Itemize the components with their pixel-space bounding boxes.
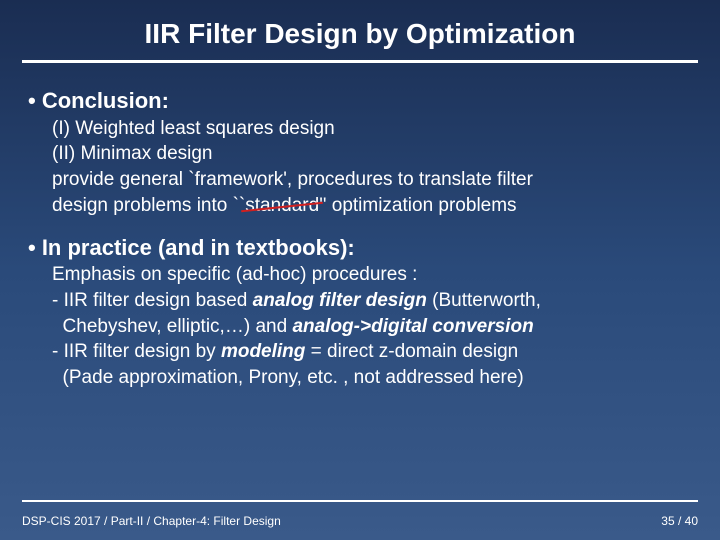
footer: DSP-CIS 2017 / Part-II / Chapter-4: Filt… bbox=[22, 514, 698, 528]
practice-4c: = direct z-domain design bbox=[305, 341, 518, 362]
footer-rule bbox=[22, 500, 698, 502]
practice-line-5: (Pade approximation, Prony, etc. , not a… bbox=[52, 366, 692, 390]
conclusion-heading: • Conclusion: bbox=[28, 87, 692, 115]
conclusion-line-2: (II) Minimax design bbox=[52, 142, 692, 166]
practice-heading: • In practice (and in textbooks): bbox=[28, 234, 692, 262]
strike-standard: standard bbox=[245, 195, 319, 216]
practice-4b-bold: modeling bbox=[221, 341, 305, 362]
practice-line-2: - IIR filter design based analog filter … bbox=[52, 289, 692, 313]
practice-line-1: Emphasis on specific (ad-hoc) procedures… bbox=[52, 263, 692, 287]
practice-3a: Chebyshev, elliptic,…) and bbox=[52, 316, 292, 337]
conclusion-3b-post: '' optimization problems bbox=[319, 195, 516, 216]
footer-page: 35 / 40 bbox=[661, 514, 698, 528]
practice-3b-bold: analog->digital conversion bbox=[292, 316, 533, 337]
conclusion-line-3a: provide general `framework', procedures … bbox=[52, 168, 692, 192]
content-area: • Conclusion: (I) Weighted least squares… bbox=[0, 63, 720, 390]
slide-title: IIR Filter Design by Optimization bbox=[0, 0, 720, 60]
practice-line-3: Chebyshev, elliptic,…) and analog->digit… bbox=[52, 315, 692, 339]
practice-line-4: - IIR filter design by modeling = direct… bbox=[52, 340, 692, 364]
conclusion-line-3b: design problems into ``standard'' optimi… bbox=[52, 194, 692, 218]
slide: IIR Filter Design by Optimization • Conc… bbox=[0, 0, 720, 540]
practice-2c: (Butterworth, bbox=[427, 290, 541, 311]
practice-4a: - IIR filter design by bbox=[52, 341, 221, 362]
conclusion-3b-pre: design problems into `` bbox=[52, 195, 245, 216]
practice-2b-bold: analog filter design bbox=[253, 290, 427, 311]
strike-text: standard bbox=[245, 195, 319, 216]
footer-left: DSP-CIS 2017 / Part-II / Chapter-4: Filt… bbox=[22, 514, 281, 528]
conclusion-line-1: (I) Weighted least squares design bbox=[52, 117, 692, 141]
practice-2a: - IIR filter design based bbox=[52, 290, 253, 311]
